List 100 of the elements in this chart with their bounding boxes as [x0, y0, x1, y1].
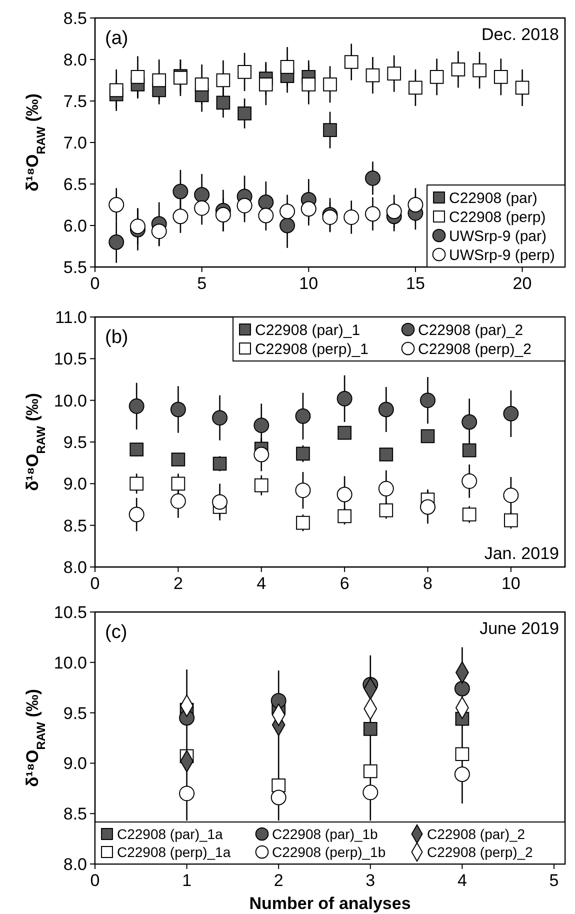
point	[336, 390, 352, 406]
point	[323, 123, 337, 137]
point	[212, 410, 228, 426]
legend-label: C22908 (par)_1	[255, 322, 360, 339]
legend-label: C22908 (perp)_1	[255, 340, 368, 358]
point	[296, 446, 310, 461]
x-tick-label: 2	[274, 871, 284, 890]
point	[454, 680, 470, 696]
point	[172, 184, 188, 200]
point	[236, 198, 252, 214]
y-tick-label: 9.5	[63, 704, 87, 723]
point	[254, 418, 270, 434]
x-tick-label: 3	[366, 871, 376, 890]
y-tick-label: 9.0	[63, 474, 87, 494]
y-tick-label: 8.0	[63, 854, 87, 874]
y-tick-label: 10.5	[54, 350, 87, 369]
point	[152, 73, 166, 88]
point	[363, 722, 378, 736]
y-tick-label: 8.0	[63, 558, 87, 577]
point	[151, 224, 167, 240]
point	[462, 443, 476, 458]
x-tick-label: 20	[512, 274, 532, 293]
point	[216, 96, 230, 110]
point	[338, 426, 352, 440]
point	[258, 194, 274, 210]
x-tick-label: 10	[501, 574, 520, 593]
point	[420, 392, 436, 408]
x-tick-label: 10	[299, 274, 318, 293]
x-tick-label: 5	[549, 871, 559, 890]
point	[108, 234, 124, 250]
legend-label: C22908 (par)_1b	[272, 826, 378, 842]
point	[212, 494, 228, 510]
legend-label: UWSrp-9 (par)	[449, 228, 547, 245]
y-tick-label: 9.0	[63, 754, 87, 774]
legend-label: C22908 (perp)_1b	[272, 844, 386, 860]
text: (a)	[105, 28, 128, 49]
y-tick-label: 9.5	[63, 432, 87, 452]
point	[194, 77, 209, 92]
point	[171, 452, 186, 466]
point	[503, 406, 519, 422]
x-tick-label: 4	[256, 574, 266, 593]
y-tick-label: 6.5	[63, 174, 87, 194]
point	[302, 77, 316, 92]
text: (c)	[105, 622, 128, 643]
point	[295, 408, 311, 424]
x-tick-label: 0	[90, 574, 100, 593]
x-tick-label: 8	[423, 574, 432, 593]
x-tick-label: 5	[197, 274, 207, 293]
x-tick-label: 6	[340, 574, 350, 593]
legend-label: UWSrp-9 (perp)	[449, 246, 555, 264]
point	[280, 218, 296, 234]
chart-subtitle: Dec. 2018	[482, 25, 559, 44]
legend-label: C22908 (par)_2	[418, 322, 524, 339]
y-tick-label: 11.0	[55, 308, 87, 327]
y-tick-label: 8.0	[63, 50, 87, 70]
point	[194, 187, 210, 203]
legend-label: C22908 (perp)_2	[418, 340, 532, 358]
point	[364, 170, 380, 186]
point	[130, 218, 146, 234]
legend-label: C22908 (par)_2	[427, 826, 526, 842]
y-tick-label: 8.5	[63, 8, 87, 28]
legend-label: C22908 (perp)_1a	[117, 844, 231, 860]
legend-label: C22908 (perp)_2	[427, 844, 534, 860]
text: (b)	[105, 327, 128, 348]
point	[300, 201, 316, 217]
y-tick-label: 5.5	[63, 258, 87, 277]
y-tick-label: 8.5	[63, 516, 87, 536]
x-tick-label: 0	[90, 274, 100, 293]
y-tick-label: 6.0	[63, 216, 87, 236]
point	[386, 204, 402, 220]
point	[170, 402, 186, 418]
point	[258, 77, 273, 92]
y-tick-label: 8.5	[63, 804, 87, 824]
x-tick-label: 2	[173, 574, 183, 593]
y-tick-label: 10.5	[54, 602, 87, 622]
text: Jan. 2019	[484, 544, 559, 563]
point	[270, 692, 286, 708]
point	[462, 414, 478, 430]
point	[130, 442, 144, 456]
point	[420, 429, 435, 444]
x-tick-label: 15	[406, 274, 425, 293]
y-tick-label: 7.0	[63, 133, 87, 152]
y-tick-label: 10.0	[54, 391, 87, 410]
point	[130, 70, 145, 84]
x-tick-label: 0	[90, 871, 100, 890]
point	[215, 206, 231, 222]
x-axis-title: Number of analyses	[249, 894, 411, 913]
x-tick-label: 4	[457, 871, 467, 890]
point	[379, 448, 394, 462]
point	[128, 398, 144, 414]
point	[254, 446, 270, 462]
legend-label: C22908 (perp)	[449, 208, 546, 226]
chart-subtitle: June 2019	[480, 619, 559, 638]
point	[212, 456, 227, 471]
point	[280, 60, 294, 74]
point	[378, 402, 394, 418]
legend-label: C22908 (par)_1a	[117, 826, 224, 842]
x-tick-label: 1	[182, 871, 192, 890]
y-tick-label: 7.5	[63, 92, 87, 111]
point	[109, 83, 124, 98]
